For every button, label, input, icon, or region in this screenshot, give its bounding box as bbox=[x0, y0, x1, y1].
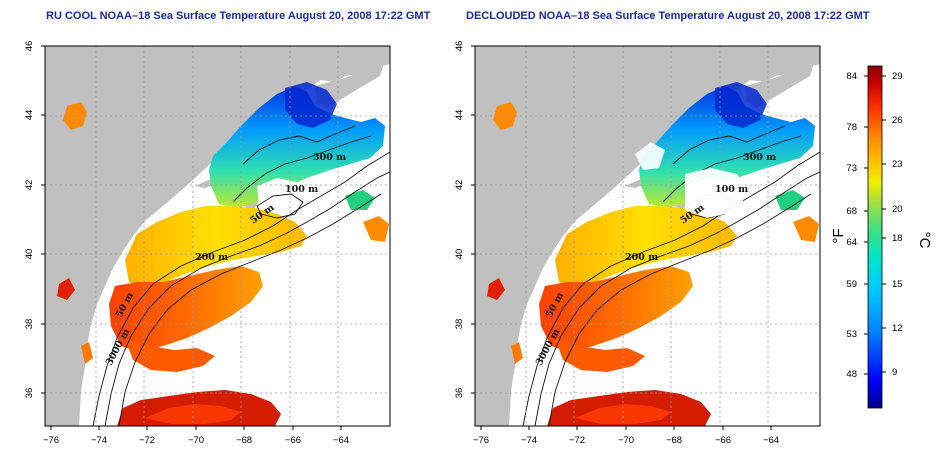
lat-tick-label: 44 bbox=[454, 110, 465, 121]
lon-tick-label: −70 bbox=[188, 435, 204, 446]
lat-tick-label: 36 bbox=[24, 388, 35, 399]
colorbar-gradient bbox=[867, 65, 883, 409]
lat-tick-label: 42 bbox=[454, 180, 465, 191]
lon-tick-label: −76 bbox=[43, 435, 59, 446]
right-map-panel: 300 m 100 m 50 m 200 m 50 m 3000 m bbox=[474, 45, 821, 427]
colorbar-ticks: 84 78 73 68 64 59 53 48 29 26 23 20 18 15 12 9 bbox=[846, 71, 902, 380]
celsius-tick-label: 23 bbox=[892, 159, 903, 170]
lon-tick-label: −70 bbox=[618, 435, 634, 446]
lon-tick-label: −68 bbox=[666, 435, 682, 446]
contour-label-100m: 100 m bbox=[715, 184, 748, 195]
celsius-tick-label: 26 bbox=[892, 115, 903, 126]
celsius-tick-label: 20 bbox=[892, 204, 903, 215]
fahrenheit-unit-label: °F bbox=[830, 228, 847, 243]
right-panel-title: DECLOUDED NOAA–18 Sea Surface Temperatur… bbox=[466, 10, 870, 22]
lon-tick-label: −66 bbox=[285, 435, 301, 446]
lat-tick-label: 44 bbox=[24, 110, 35, 121]
lon-tick-label: −74 bbox=[91, 435, 107, 446]
fahrenheit-tick-label: 84 bbox=[846, 71, 857, 82]
celsius-tick-label: 15 bbox=[892, 279, 903, 290]
right-sst-map bbox=[474, 45, 821, 427]
lon-tick-label: −66 bbox=[715, 435, 731, 446]
lat-tick-label: 42 bbox=[24, 180, 35, 191]
fahrenheit-tick-label: 68 bbox=[846, 206, 857, 217]
contour-label-100m: 100 m bbox=[285, 184, 318, 195]
lon-tick-label: −74 bbox=[521, 435, 537, 446]
lon-tick-label: −76 bbox=[473, 435, 489, 446]
contour-label-200m: 200 m bbox=[625, 252, 658, 263]
temperature-colorbar: 84 78 73 68 64 59 53 48 29 26 23 20 18 15 12 9 °F °C bbox=[830, 65, 933, 409]
celsius-tick-label: 12 bbox=[892, 323, 903, 334]
lat-tick-label: 40 bbox=[24, 249, 35, 260]
lat-tick-label: 36 bbox=[454, 388, 465, 399]
celsius-tick-label: 18 bbox=[892, 233, 903, 244]
fahrenheit-tick-label: 73 bbox=[846, 163, 857, 174]
fahrenheit-tick-label: 59 bbox=[846, 279, 857, 290]
lon-tick-label: −72 bbox=[139, 435, 155, 446]
celsius-tick-label: 29 bbox=[892, 71, 903, 82]
lat-tick-label: 40 bbox=[454, 249, 465, 260]
lon-tick-label: −64 bbox=[763, 435, 779, 446]
celsius-unit-label: °C bbox=[916, 232, 933, 249]
axes-layer: −76 −74 −72 −70 −68 −66 −64 46 44 42 40 38 36 −76 −74 −… bbox=[24, 41, 779, 446]
lat-tick-label: 46 bbox=[454, 41, 465, 52]
fahrenheit-tick-label: 53 bbox=[846, 329, 857, 340]
celsius-tick-label: 9 bbox=[892, 367, 897, 378]
lat-tick-label: 38 bbox=[24, 319, 35, 330]
right-map-frame bbox=[474, 45, 821, 427]
left-sst-map bbox=[44, 45, 391, 427]
contour-label-200m: 200 m bbox=[195, 252, 228, 263]
lon-tick-label: −64 bbox=[333, 435, 349, 446]
left-map-panel: 300 m 100 m 50 m 200 m 50 m 3000 m bbox=[44, 45, 391, 427]
lat-tick-label: 46 bbox=[24, 41, 35, 52]
lon-tick-label: −72 bbox=[569, 435, 585, 446]
left-map-frame bbox=[44, 45, 391, 427]
lon-tick-label: −68 bbox=[236, 435, 252, 446]
contour-label-300m: 300 m bbox=[743, 152, 776, 163]
fahrenheit-tick-label: 64 bbox=[846, 237, 857, 248]
lat-tick-label: 38 bbox=[454, 319, 465, 330]
left-panel-title: RU COOL NOAA–18 Sea Surface Temperature … bbox=[46, 10, 431, 22]
fahrenheit-tick-label: 48 bbox=[846, 369, 857, 380]
contour-label-300m: 300 m bbox=[313, 152, 346, 163]
fahrenheit-tick-label: 78 bbox=[846, 122, 857, 133]
